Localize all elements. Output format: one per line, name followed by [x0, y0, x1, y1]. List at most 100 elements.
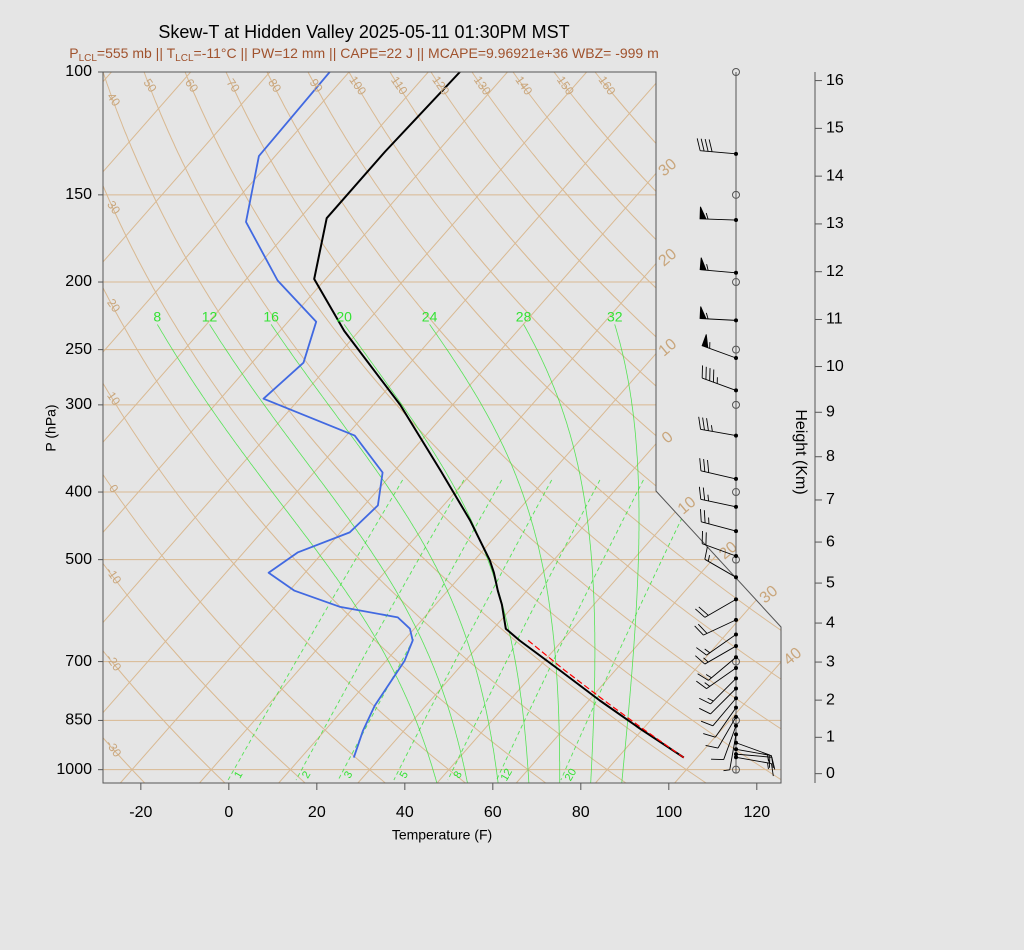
wind-level-dot [734, 553, 738, 558]
wind-level-dot [734, 504, 738, 509]
mixing-ratio-label: 20 [563, 767, 580, 784]
wind-barb [701, 531, 738, 558]
isotherm [103, 72, 667, 783]
wind-barb [699, 686, 738, 715]
mixing-ratio-line [337, 479, 503, 781]
wind-level-dot [734, 218, 738, 223]
wind-barb-shape [699, 257, 737, 274]
wind-barb [696, 632, 738, 656]
wind-level-dot [734, 355, 738, 360]
wind-level-dot [734, 318, 738, 323]
wind-barb [701, 365, 738, 393]
wind-level-dot [734, 433, 738, 438]
isotherm [103, 72, 271, 783]
wind-barb-shape [699, 678, 737, 705]
wind-barb-shape [723, 734, 737, 772]
wind-barb [695, 644, 738, 665]
wind-level-dot [734, 686, 738, 691]
dry-adiabat [471, 72, 781, 783]
wind-level-dot [734, 476, 738, 481]
moist-adiabat [270, 324, 499, 783]
wind-barb-shape [698, 486, 737, 508]
wind-barb-shape [696, 667, 737, 690]
y-tick-label: 400 [65, 483, 92, 500]
wind-level-dot [734, 597, 738, 602]
wind-level-dot [734, 644, 738, 649]
dry-adiabat [103, 72, 466, 783]
moist-adiabat-label: 16 [263, 309, 279, 325]
wind-level-dot [734, 740, 738, 745]
mixing-ratio-line [227, 479, 403, 781]
y2-tick-label: 3 [826, 653, 835, 670]
dry-adiabat [103, 72, 226, 783]
y-tick-label: 200 [65, 273, 92, 290]
isotherm [278, 72, 781, 783]
dry-adiabat [103, 72, 707, 783]
wind-barb [701, 334, 738, 360]
dry-adiabat [348, 72, 781, 783]
wind-barb [698, 486, 738, 509]
y-tick-label: 300 [65, 396, 92, 413]
chart-subtitle: PLCL=555 mb || TLCL=-11°C || PW=12 mm ||… [69, 45, 659, 64]
moist-adiabat [614, 324, 640, 783]
y2-tick-label: 15 [826, 120, 844, 137]
wind-level-dot [734, 705, 738, 710]
isotherm [103, 72, 508, 783]
dry-adiabat [512, 72, 781, 783]
wind-level-dot [734, 714, 738, 719]
moist-adiabat [209, 324, 468, 783]
mixing-ratio-line [560, 479, 701, 781]
wind-barb [711, 723, 738, 761]
wind-level-dot [734, 696, 738, 701]
y2-tick-label: 4 [826, 614, 835, 631]
plot-frame [102, 71, 782, 784]
wind-barb [699, 206, 738, 223]
y-axis-label: P (hPa) [43, 404, 59, 451]
wind-barb [734, 752, 776, 770]
wind-barb [703, 705, 738, 738]
wind-barb-shape [697, 656, 737, 681]
y2-tick-label: 1 [826, 729, 835, 746]
wind-barb-shape [699, 306, 737, 321]
wind-level-dot [734, 617, 738, 622]
moist-adiabat-label: 12 [202, 309, 218, 325]
wind-level-dot [734, 151, 738, 156]
wind-level-dot [734, 270, 738, 275]
mixing-ratio-label: 3 [342, 769, 355, 780]
y2-tick-label: 13 [826, 215, 844, 232]
wind-barb-shape [735, 756, 774, 777]
dry-adiabat [553, 72, 781, 783]
y-tick-label: 100 [65, 63, 92, 80]
y-tick-label: 700 [65, 653, 92, 670]
mixing-ratio-line [393, 479, 553, 781]
wind-level-dot [734, 723, 738, 728]
dry-adiabat [103, 72, 306, 783]
wind-barb-shape [696, 138, 737, 155]
moist-adiabat-label: 28 [516, 309, 532, 325]
wind-barb-shape [699, 688, 737, 715]
wind-level-dot [734, 655, 738, 660]
y2-tick-label: 10 [826, 358, 844, 375]
moist-adiabat-label: 8 [153, 309, 161, 325]
y2-tick-label: 14 [826, 167, 844, 184]
mixing-ratio-line [496, 479, 644, 781]
isotherm [595, 72, 781, 783]
y-tick-label: 1000 [56, 761, 92, 778]
moist-adiabat-label: 24 [422, 309, 438, 325]
wind-barb [700, 696, 738, 727]
dry-adiabat [225, 72, 781, 783]
y-tick-label: 250 [65, 341, 92, 358]
mixing-ratio-line [447, 479, 601, 781]
wind-barb [699, 306, 738, 323]
wind-level-dot [734, 666, 738, 671]
wind-barb-shape [695, 645, 737, 665]
wind-barb-shape [696, 634, 737, 656]
subtitle-part: P [69, 45, 78, 61]
wind-barb [695, 597, 738, 618]
moist-adiabat-label: 20 [336, 309, 352, 325]
wind-barb-shape [698, 416, 737, 437]
y2-tick-label: 9 [826, 403, 835, 420]
wind-barb-shape [694, 619, 737, 636]
